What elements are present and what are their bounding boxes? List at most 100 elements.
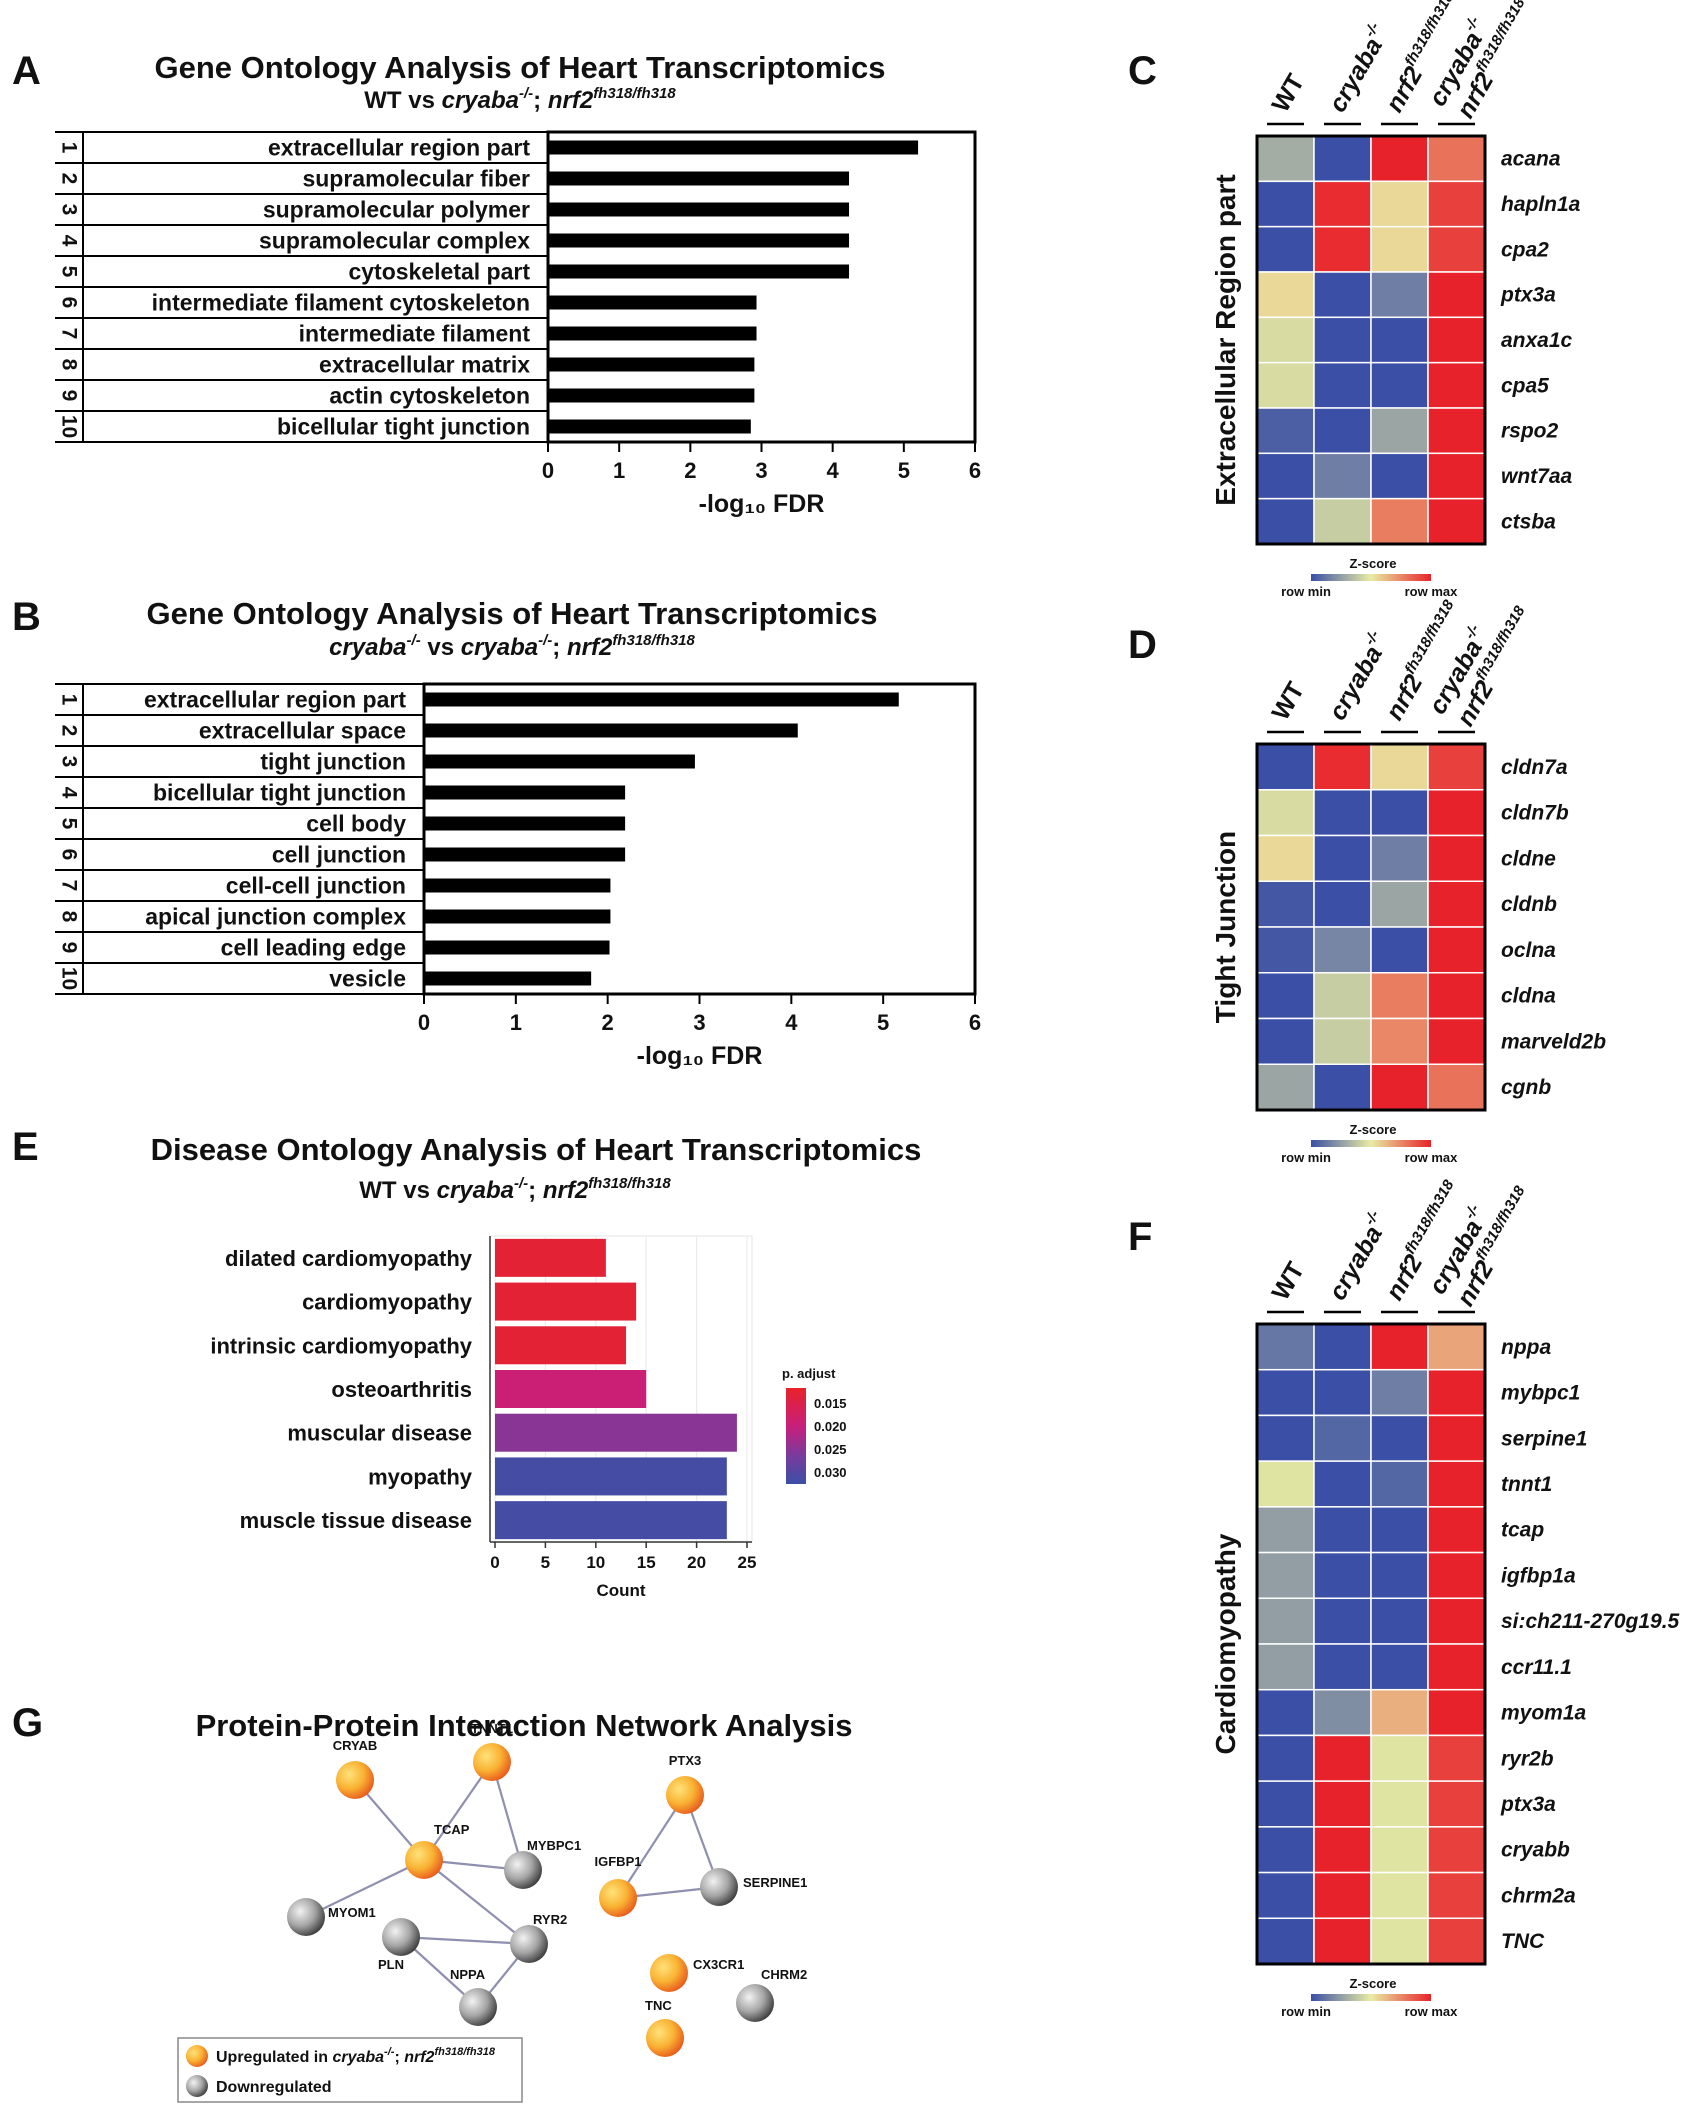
- chart-a-bar: [548, 233, 850, 248]
- heatmap-c-legend-title: Z-score: [1350, 556, 1397, 571]
- chart-a-category-label: intermediate filament cytoskeleton: [152, 290, 530, 316]
- network-node-label: SERPINE1: [743, 1875, 807, 1890]
- heatmap-c-row-label: cpa2: [1501, 238, 1549, 261]
- heatmap-c-cell: [1427, 407, 1486, 455]
- chart-e-bar: [495, 1457, 727, 1496]
- panel-letter-f: F: [1128, 1215, 1152, 1259]
- chart-a-category-label: extracellular matrix: [319, 352, 530, 378]
- chart-a-category-label: cytoskeletal part: [348, 259, 530, 285]
- legend-down-label: Downregulated: [216, 2079, 332, 2096]
- chart-b-rank: 5: [58, 818, 81, 830]
- heatmap-f-row-label: serpine1: [1501, 1427, 1587, 1450]
- chart-b-bar: [424, 692, 899, 707]
- heatmap-f-row-label: myom1a: [1501, 1702, 1587, 1725]
- chart-b-category-label: vesicle: [329, 966, 406, 992]
- heatmap-d-cell: [1370, 972, 1429, 1020]
- chart-b-x-tick-label: 0: [418, 1010, 430, 1035]
- heatmap-f-cell: [1370, 1826, 1429, 1874]
- chart-e-category-label: muscle tissue disease: [240, 1508, 472, 1533]
- heatmap-d-row-label: cldne: [1501, 847, 1556, 870]
- heatmap-c: acana hapln1a cpa2 ptx3a anxa1c cpa5 rspo2 wnt7…: [1210, 0, 1581, 599]
- heatmap-c-cell: [1256, 361, 1315, 409]
- heatmap-f-cell: [1427, 1414, 1486, 1462]
- chart-a-category-label: intermediate filament: [299, 321, 531, 347]
- chart-e-x-tick-label: 20: [687, 1553, 706, 1572]
- heatmap-c-legend-max: row max: [1405, 584, 1459, 599]
- chart-a-x-tick-label: 1: [613, 458, 625, 483]
- heatmap-f-cell: [1427, 1826, 1486, 1874]
- network-node: [700, 1868, 738, 1906]
- network-node: [650, 1954, 688, 1992]
- heatmap-f-cell: [1370, 1643, 1429, 1691]
- heatmap-f-cell: [1313, 1323, 1372, 1371]
- heatmap-d-cell: [1256, 834, 1315, 882]
- heatmap-c-row-label: rspo2: [1501, 420, 1559, 443]
- heatmap-c-cell: [1313, 135, 1372, 183]
- legend-up-swatch: [186, 2045, 208, 2067]
- heatmap-c-cell: [1370, 316, 1429, 364]
- chart-e-legend-title: p. adjust: [782, 1366, 836, 1381]
- chart-e-legend-bar: [786, 1388, 806, 1484]
- network-node-label: TCAP: [434, 1822, 470, 1837]
- chart-b-bar: [424, 754, 695, 769]
- heatmap-d-cell: [1427, 834, 1486, 882]
- chart-a-bar: [548, 419, 751, 434]
- network-node: [473, 1743, 511, 1781]
- chart-e-category-label: osteoarthritis: [331, 1377, 472, 1402]
- heatmap-f-row-label: ccr11.1: [1501, 1656, 1572, 1679]
- heatmap-d: cldn7a cldn7b cldne cldnb oclna cldna marveld2…: [1210, 597, 1606, 1165]
- heatmap-f-cell: [1370, 1414, 1429, 1462]
- heatmap-f-row-label: tnnt1: [1501, 1473, 1552, 1496]
- chart-e-x-tick-label: 0: [490, 1553, 499, 1572]
- chart-b-bar: [424, 940, 610, 955]
- heatmap-c-cell: [1313, 225, 1372, 273]
- heatmap-d-cell: [1370, 834, 1429, 882]
- chart-e-x-tick-label: 15: [637, 1553, 656, 1572]
- chart-b-subtitle: cryaba-/- vs cryaba-/-; nrf2fh318/fh318: [329, 632, 695, 661]
- heatmap-f-cell: [1370, 1597, 1429, 1645]
- heatmap-f-cell: [1256, 1323, 1315, 1371]
- heatmap-f-cell: [1370, 1551, 1429, 1600]
- heatmap-d-frame: [1255, 742, 1487, 1112]
- network-node: [646, 2019, 684, 2057]
- heatmap-f-cell: [1427, 1597, 1486, 1645]
- heatmap-f-cell: [1313, 1917, 1372, 1965]
- chart-e-x-axis-label: Count: [596, 1581, 645, 1600]
- heatmap-d-cell: [1313, 880, 1372, 928]
- heatmap-f-cell: [1256, 1643, 1315, 1691]
- heatmap-f-cell: [1427, 1368, 1486, 1417]
- chart-e-legend-tick: 0.025: [814, 1442, 847, 1457]
- heatmap-c-row-label: wnt7aa: [1501, 465, 1573, 488]
- chart-e-category-label: intrinsic cardiomyopathy: [210, 1333, 472, 1358]
- network-node-label: MYOM1: [328, 1905, 376, 1920]
- chart-a-bar: [548, 140, 919, 155]
- heatmap-d-legend-bar: [1311, 1140, 1431, 1147]
- chart-b-rank: 7: [58, 880, 81, 892]
- heatmap-f-cell: [1313, 1688, 1372, 1737]
- heatmap-f-side-label: Cardiomyopathy: [1210, 1533, 1241, 1754]
- heatmap-d-row-label: cldn7a: [1501, 756, 1568, 779]
- heatmap-d-cell: [1313, 1017, 1372, 1065]
- heatmap-f-cell: [1427, 1734, 1486, 1782]
- heatmap-f-cell: [1256, 1917, 1315, 1965]
- chart-e-bar: [495, 1370, 647, 1408]
- chart-e-x-tick-label: 25: [738, 1553, 757, 1572]
- chart-b-category-label: cell body: [306, 811, 406, 837]
- heatmap-c-cell: [1427, 452, 1486, 500]
- panel-letter-b: B: [12, 595, 41, 639]
- network-edge: [617, 1794, 686, 1899]
- chart-a-x-tick-label: 3: [755, 458, 767, 483]
- heatmap-d-cell: [1256, 743, 1315, 791]
- heatmap-f-cell: [1427, 1917, 1486, 1965]
- chart-b-category-label: apical junction complex: [145, 904, 406, 930]
- col-nrf2-text: nrf2: [1380, 1250, 1428, 1305]
- chart-a-rank: 6: [58, 297, 81, 309]
- heatmap-c-cell: [1370, 271, 1429, 319]
- heatmap-f-cell: [1427, 1460, 1486, 1508]
- chart-e-bar: [495, 1501, 727, 1540]
- heatmap-c-row-label: cpa5: [1501, 374, 1549, 397]
- network-node-label: TNC: [645, 1998, 672, 2013]
- chart-b-category-label: bicellular tight junction: [153, 780, 406, 806]
- chart-a-title: Gene Ontology Analysis of Heart Transcri…: [155, 50, 886, 85]
